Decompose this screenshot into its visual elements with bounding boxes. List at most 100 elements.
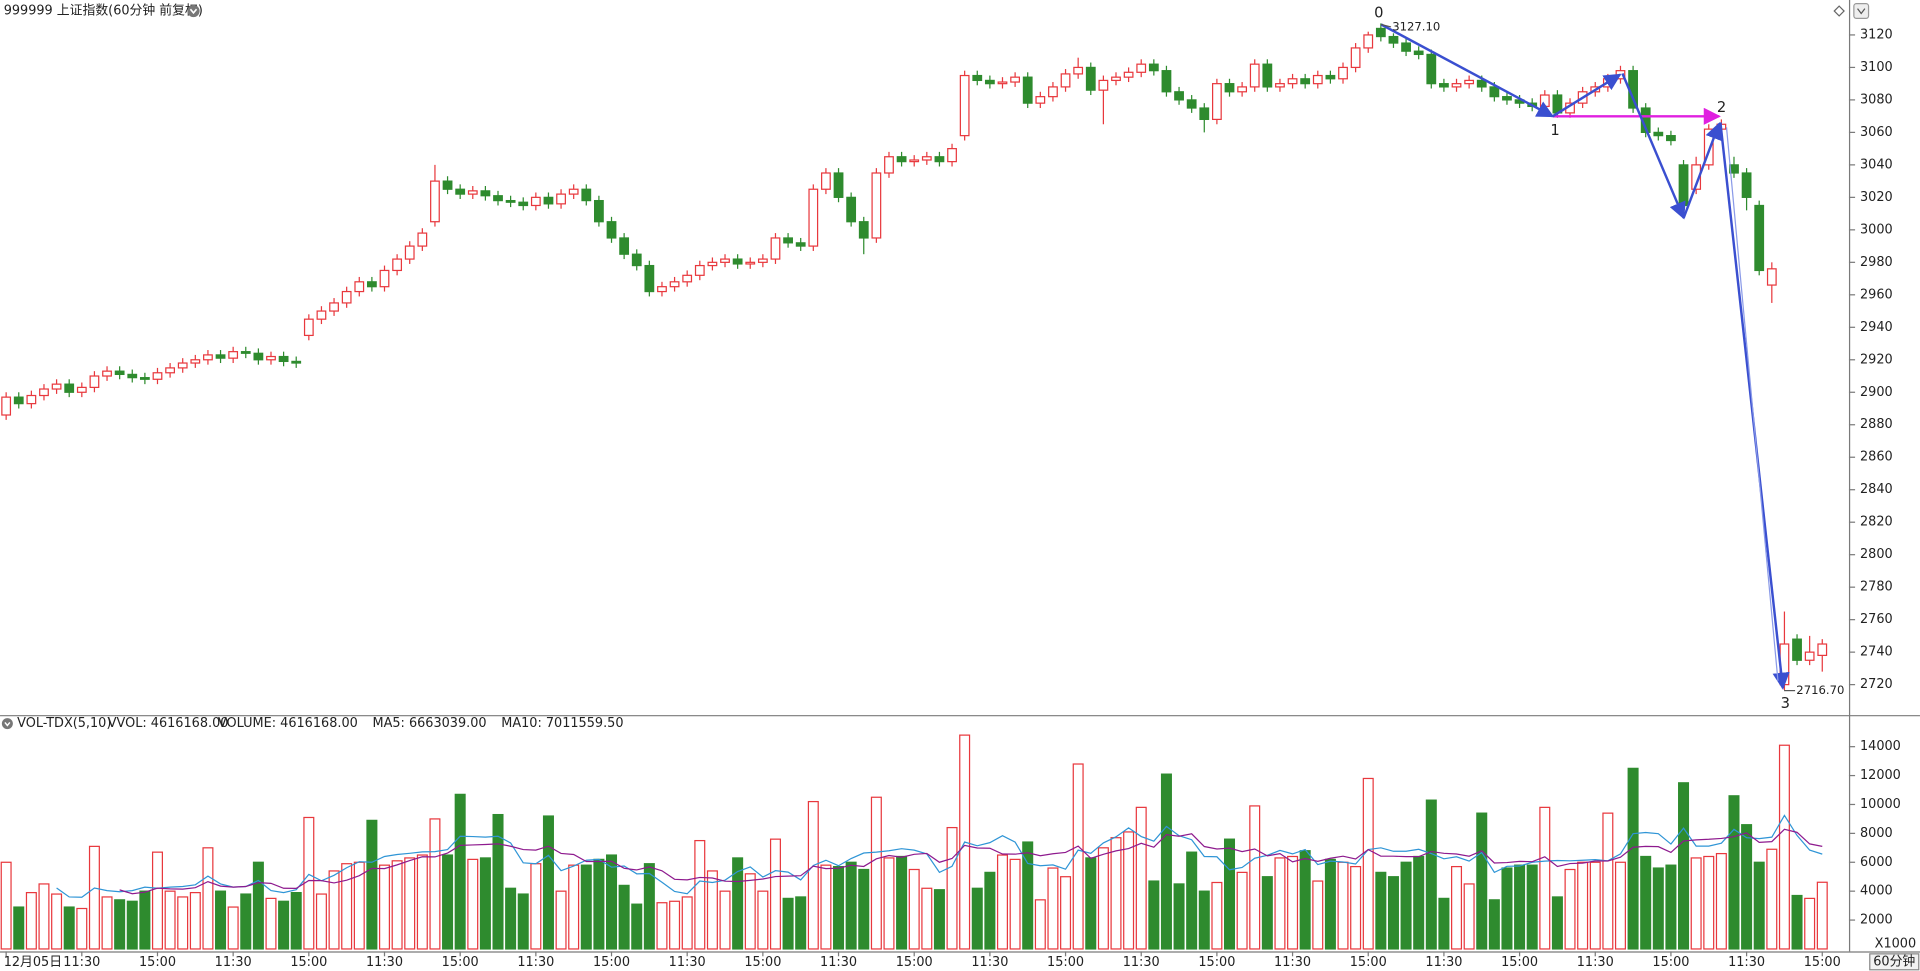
y-tick-label: 3100 xyxy=(1860,60,1893,75)
scroll-arrow xyxy=(1857,8,1866,15)
volume-bar xyxy=(189,891,201,950)
volume-bar xyxy=(1009,858,1021,950)
period-box[interactable] xyxy=(1869,953,1920,971)
volume-bar xyxy=(719,890,731,950)
volume-bar xyxy=(1476,812,1488,950)
x-tick-label: 12月05日 xyxy=(4,955,62,970)
diamond-icon[interactable] xyxy=(1833,5,1845,17)
candle-body xyxy=(215,354,226,359)
volume-bar xyxy=(76,907,88,950)
x-tick-label: 15:00 xyxy=(593,955,630,970)
volume-bar xyxy=(681,896,693,950)
ma-line xyxy=(119,828,1823,895)
volume-bar xyxy=(404,857,416,950)
x-tick-label: 15:00 xyxy=(1501,955,1538,970)
x-tick-label: 15:00 xyxy=(290,955,327,970)
volume-bar xyxy=(454,793,466,950)
y-tick-label: 2720 xyxy=(1860,677,1893,692)
volume-bar xyxy=(1678,782,1690,950)
candle-body xyxy=(783,237,793,244)
y-tick-label: 3040 xyxy=(1860,157,1893,172)
legend-entry: VOLUME: 4616168.00 xyxy=(218,716,358,731)
candle-body xyxy=(556,193,566,205)
volume-bar xyxy=(51,893,63,950)
candle-body xyxy=(581,188,592,202)
y-tick-label: 2740 xyxy=(1860,645,1893,660)
x-tick-label: 15:00 xyxy=(896,955,933,970)
candle-body xyxy=(417,232,428,247)
volume-bar xyxy=(656,902,668,950)
candle-body xyxy=(76,386,87,393)
volume-bar xyxy=(1577,861,1589,950)
candle-body xyxy=(341,290,352,304)
candle-body xyxy=(1186,99,1197,109)
price-leader xyxy=(1381,23,1392,28)
volume-bar xyxy=(1173,883,1185,950)
chart-title: 999999 上证指数(60分钟 前复权) xyxy=(4,3,203,19)
volume-bar xyxy=(606,854,618,950)
volume-bar xyxy=(1312,880,1324,950)
volume-bar xyxy=(429,818,441,950)
volume-bar xyxy=(618,884,630,950)
x-tick-label: 11:30 xyxy=(215,955,252,970)
y-tick-label: 3060 xyxy=(1860,125,1893,140)
volume-bar xyxy=(366,819,378,950)
candle-body xyxy=(1502,96,1512,101)
volume-bar xyxy=(252,861,264,950)
title-menu-icon[interactable] xyxy=(187,4,200,18)
candle-body xyxy=(757,258,768,263)
y-tick-label: 3000 xyxy=(1860,222,1893,237)
candle-body xyxy=(1792,638,1802,661)
candle-body xyxy=(871,172,882,239)
candle-body xyxy=(1729,164,1739,174)
candle-body xyxy=(26,394,37,405)
volume-bar xyxy=(315,893,327,950)
candle-body xyxy=(13,396,24,405)
candle-body xyxy=(1237,86,1248,93)
candle-body xyxy=(442,180,453,190)
volume-bar xyxy=(1501,867,1513,950)
candle-body xyxy=(821,172,831,190)
candle-body xyxy=(291,360,302,364)
volume-bar xyxy=(1299,850,1311,950)
candle-body xyxy=(1174,91,1184,101)
candle-body xyxy=(1148,63,1159,72)
candle-body xyxy=(745,261,756,265)
period-label: 60分钟 xyxy=(1873,953,1915,969)
volume-bar xyxy=(732,857,744,950)
volume-bar xyxy=(1589,861,1601,950)
volume-bar xyxy=(1652,867,1664,950)
volume-bar xyxy=(908,868,920,950)
y-tick-label: 14000 xyxy=(1860,739,1901,754)
scroll-button[interactable] xyxy=(1853,3,1870,19)
volume-bar xyxy=(1148,880,1160,950)
volume-bar xyxy=(555,890,567,950)
volume-bar xyxy=(1778,744,1790,950)
candle-body xyxy=(1262,63,1273,88)
volume-bar xyxy=(1715,852,1727,950)
volume-bar xyxy=(1488,899,1500,950)
candle-body xyxy=(1426,53,1437,85)
x-tick-label: 11:30 xyxy=(366,955,403,970)
candle-body xyxy=(909,159,920,163)
candle-body xyxy=(997,81,1008,85)
y-tick-label: 2960 xyxy=(1860,287,1893,302)
volume-bar xyxy=(769,838,781,950)
wave-guide xyxy=(1725,127,1779,681)
candle-body xyxy=(455,188,466,195)
candle-body xyxy=(606,221,617,239)
volume-menu-icon[interactable] xyxy=(1,718,13,730)
volume-bar xyxy=(795,896,807,950)
candle-body xyxy=(1401,42,1411,52)
volume-bar xyxy=(996,854,1008,950)
x-tick-label: 15:00 xyxy=(1652,955,1689,970)
volume-bar xyxy=(1034,899,1046,950)
candle-body xyxy=(657,286,667,293)
volume-bar xyxy=(1514,864,1526,950)
candle-body xyxy=(1539,94,1550,108)
volume-bar xyxy=(744,873,756,950)
volume-bar xyxy=(782,897,794,950)
volume-bar xyxy=(416,854,428,950)
